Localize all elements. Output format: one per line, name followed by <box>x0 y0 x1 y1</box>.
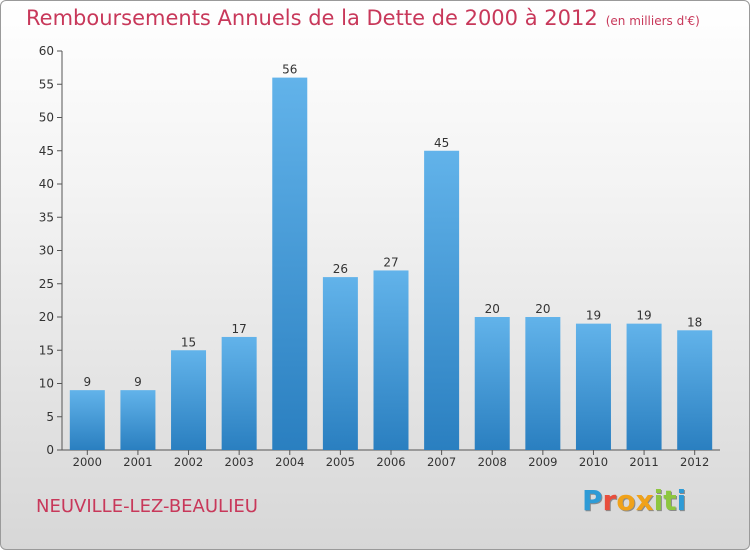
y-tick-label: 55 <box>39 77 54 91</box>
y-tick-label: 40 <box>39 177 54 191</box>
x-tick-label: 2003 <box>225 455 254 469</box>
y-tick-label: 20 <box>39 310 54 324</box>
y-tick-label: 25 <box>39 277 54 291</box>
y-tick-label: 60 <box>39 44 54 58</box>
y-tick-label: 10 <box>39 377 54 391</box>
x-tick-label: 2012 <box>680 455 709 469</box>
proxiti-logo: Proxiti <box>582 484 686 517</box>
x-tick-label: 2004 <box>275 455 304 469</box>
bar <box>221 336 257 450</box>
x-tick-label: 2011 <box>629 455 658 469</box>
chart-title-text: Remboursements Annuels de la Dette de 20… <box>26 6 598 30</box>
bar <box>69 390 105 450</box>
y-tick-label: 0 <box>46 443 54 457</box>
bar <box>171 350 207 450</box>
chart-bars: 9 9 15 17 56 26 27 45 20 20 19 19 18 <box>69 63 713 450</box>
x-tick-label: 2007 <box>427 455 456 469</box>
bar-value-label: 19 <box>636 309 651 323</box>
x-tick-label: 2000 <box>73 455 102 469</box>
bar <box>474 317 510 450</box>
y-tick-label: 30 <box>39 244 54 258</box>
city-name: NEUVILLE-LEZ-BEAULIEU <box>36 496 258 517</box>
y-tick-label: 45 <box>39 144 54 158</box>
chart-title: Remboursements Annuels de la Dette de 20… <box>26 6 700 30</box>
y-tick-label: 35 <box>39 210 54 224</box>
logo-letter: x <box>635 484 654 517</box>
logo-letter: t <box>663 484 677 517</box>
x-tick-label: 2006 <box>376 455 405 469</box>
x-tick-label: 2010 <box>579 455 608 469</box>
bar-value-label: 20 <box>535 302 550 316</box>
x-tick-label: 2008 <box>478 455 507 469</box>
x-tick-label: 2005 <box>326 455 355 469</box>
bar <box>373 270 409 450</box>
logo-letter: i <box>653 484 664 517</box>
y-tick-label: 5 <box>46 410 54 424</box>
bar-value-label: 19 <box>586 309 601 323</box>
bar-value-label: 18 <box>687 315 702 329</box>
bar <box>424 150 460 450</box>
logo-letter: i <box>676 484 687 517</box>
y-tick-label: 15 <box>39 343 54 357</box>
logo-letter: o <box>616 484 636 517</box>
logo-letter: P <box>582 484 603 517</box>
bar-value-label: 9 <box>134 375 142 389</box>
bar-value-label: 15 <box>181 335 196 349</box>
bar-value-label: 20 <box>485 302 500 316</box>
bar <box>525 317 561 450</box>
bar-value-label: 27 <box>383 255 398 269</box>
bar <box>120 390 156 450</box>
bar <box>626 323 662 450</box>
bar-value-label: 17 <box>232 322 247 336</box>
y-tick-label: 50 <box>39 111 54 125</box>
logo-letter: r <box>602 484 617 517</box>
bar-value-label: 45 <box>434 136 449 150</box>
bar-value-label: 9 <box>83 375 91 389</box>
x-tick-label: 2002 <box>174 455 203 469</box>
bar <box>322 277 358 450</box>
bar <box>677 330 713 450</box>
x-tick-label: 2009 <box>528 455 557 469</box>
x-tick-label: 2001 <box>123 455 152 469</box>
bar-value-label: 26 <box>333 262 348 276</box>
bar-value-label: 56 <box>282 63 297 77</box>
chart-unit-note: (en milliers d'€) <box>605 14 700 28</box>
bar <box>272 77 308 450</box>
bar <box>575 323 611 450</box>
